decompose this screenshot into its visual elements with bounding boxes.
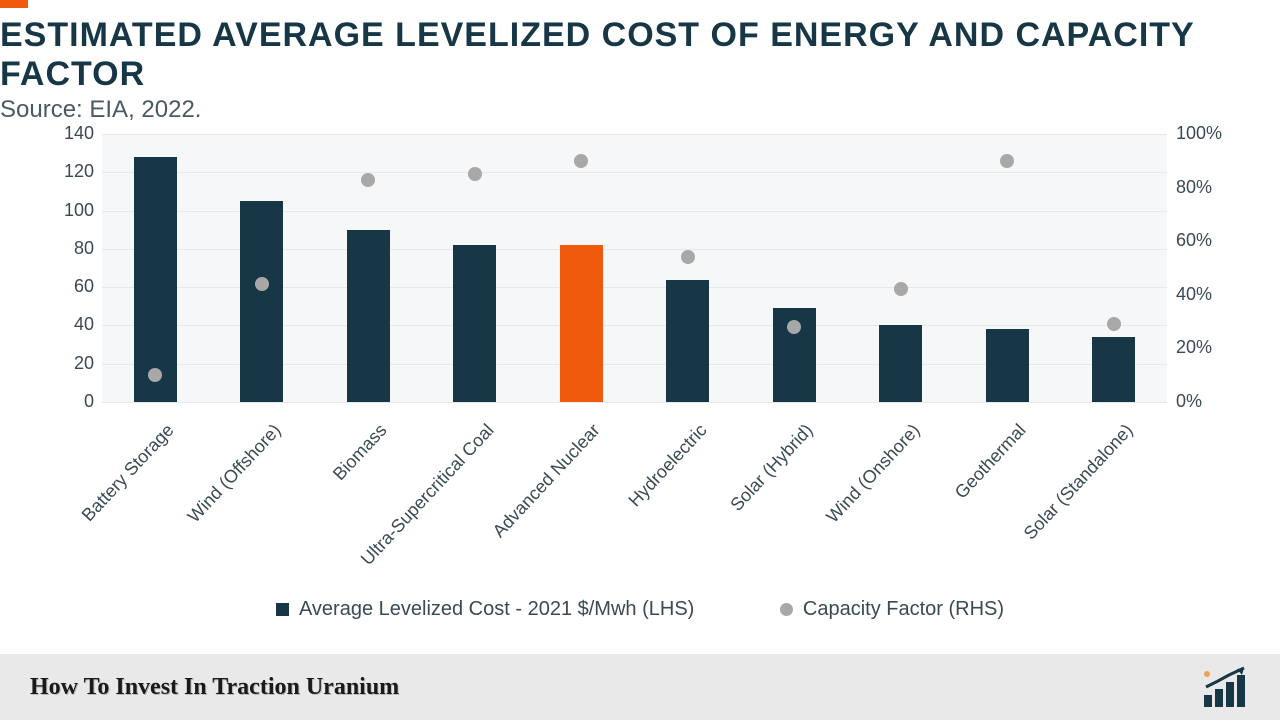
right-axis-tick: 0% bbox=[1176, 391, 1236, 412]
growth-chart-icon bbox=[1200, 665, 1250, 709]
capacity-dot bbox=[1000, 154, 1014, 168]
capacity-dot bbox=[574, 154, 588, 168]
legend-swatch-dot bbox=[780, 603, 793, 616]
bar-wind-onshore- bbox=[879, 325, 922, 402]
bar-geothermal bbox=[986, 329, 1029, 402]
bar-solar-standalone- bbox=[1092, 337, 1135, 402]
footer-bar: How To Invest In Traction Uranium bbox=[0, 654, 1280, 720]
chart-title: ESTIMATED AVERAGE LEVELIZED COST OF ENER… bbox=[0, 16, 1280, 94]
left-axis-tick: 120 bbox=[54, 161, 94, 182]
left-axis-tick: 80 bbox=[54, 238, 94, 259]
left-axis-tick: 0 bbox=[54, 391, 94, 412]
legend-swatch-square bbox=[276, 603, 289, 616]
bar-ultra-supercritical-coal bbox=[453, 245, 496, 402]
footer-title: How To Invest In Traction Uranium bbox=[30, 674, 399, 701]
bar-battery-storage bbox=[134, 157, 177, 402]
left-axis-tick: 20 bbox=[54, 353, 94, 374]
capacity-dot bbox=[681, 250, 695, 264]
left-axis-tick: 60 bbox=[54, 276, 94, 297]
legend-label-capacity: Capacity Factor (RHS) bbox=[803, 598, 1004, 621]
bar-wind-offshore- bbox=[240, 201, 283, 402]
left-axis-tick: 40 bbox=[54, 314, 94, 335]
top-accent-bar bbox=[0, 0, 28, 8]
right-axis-tick: 20% bbox=[1176, 337, 1236, 358]
capacity-dot bbox=[1107, 317, 1121, 331]
right-axis-tick: 100% bbox=[1176, 123, 1236, 144]
bar-advanced-nuclear bbox=[560, 245, 603, 402]
left-axis-tick: 140 bbox=[54, 123, 94, 144]
bar-hydroelectric bbox=[666, 280, 709, 403]
chart-legend: Average Levelized Cost - 2021 $/Mwh (LHS… bbox=[0, 598, 1280, 622]
chart-subtitle: Source: EIA, 2022. bbox=[0, 96, 1280, 124]
chart-area: 020406080100120140 0%20%40%60%80%100% Ba… bbox=[46, 124, 1234, 414]
capacity-dot bbox=[255, 277, 269, 291]
chart-header: ESTIMATED AVERAGE LEVELIZED COST OF ENER… bbox=[0, 16, 1280, 124]
right-axis-tick: 40% bbox=[1176, 284, 1236, 305]
legend-item-cost: Average Levelized Cost - 2021 $/Mwh (LHS… bbox=[276, 598, 694, 621]
legend-label-cost: Average Levelized Cost - 2021 $/Mwh (LHS… bbox=[299, 598, 694, 621]
left-axis-tick: 100 bbox=[54, 200, 94, 221]
capacity-dot bbox=[468, 167, 482, 181]
right-axis-tick: 80% bbox=[1176, 177, 1236, 198]
bar-biomass bbox=[347, 230, 390, 402]
legend-item-capacity: Capacity Factor (RHS) bbox=[780, 598, 1004, 621]
right-axis-tick: 60% bbox=[1176, 230, 1236, 251]
capacity-dot bbox=[361, 173, 375, 187]
